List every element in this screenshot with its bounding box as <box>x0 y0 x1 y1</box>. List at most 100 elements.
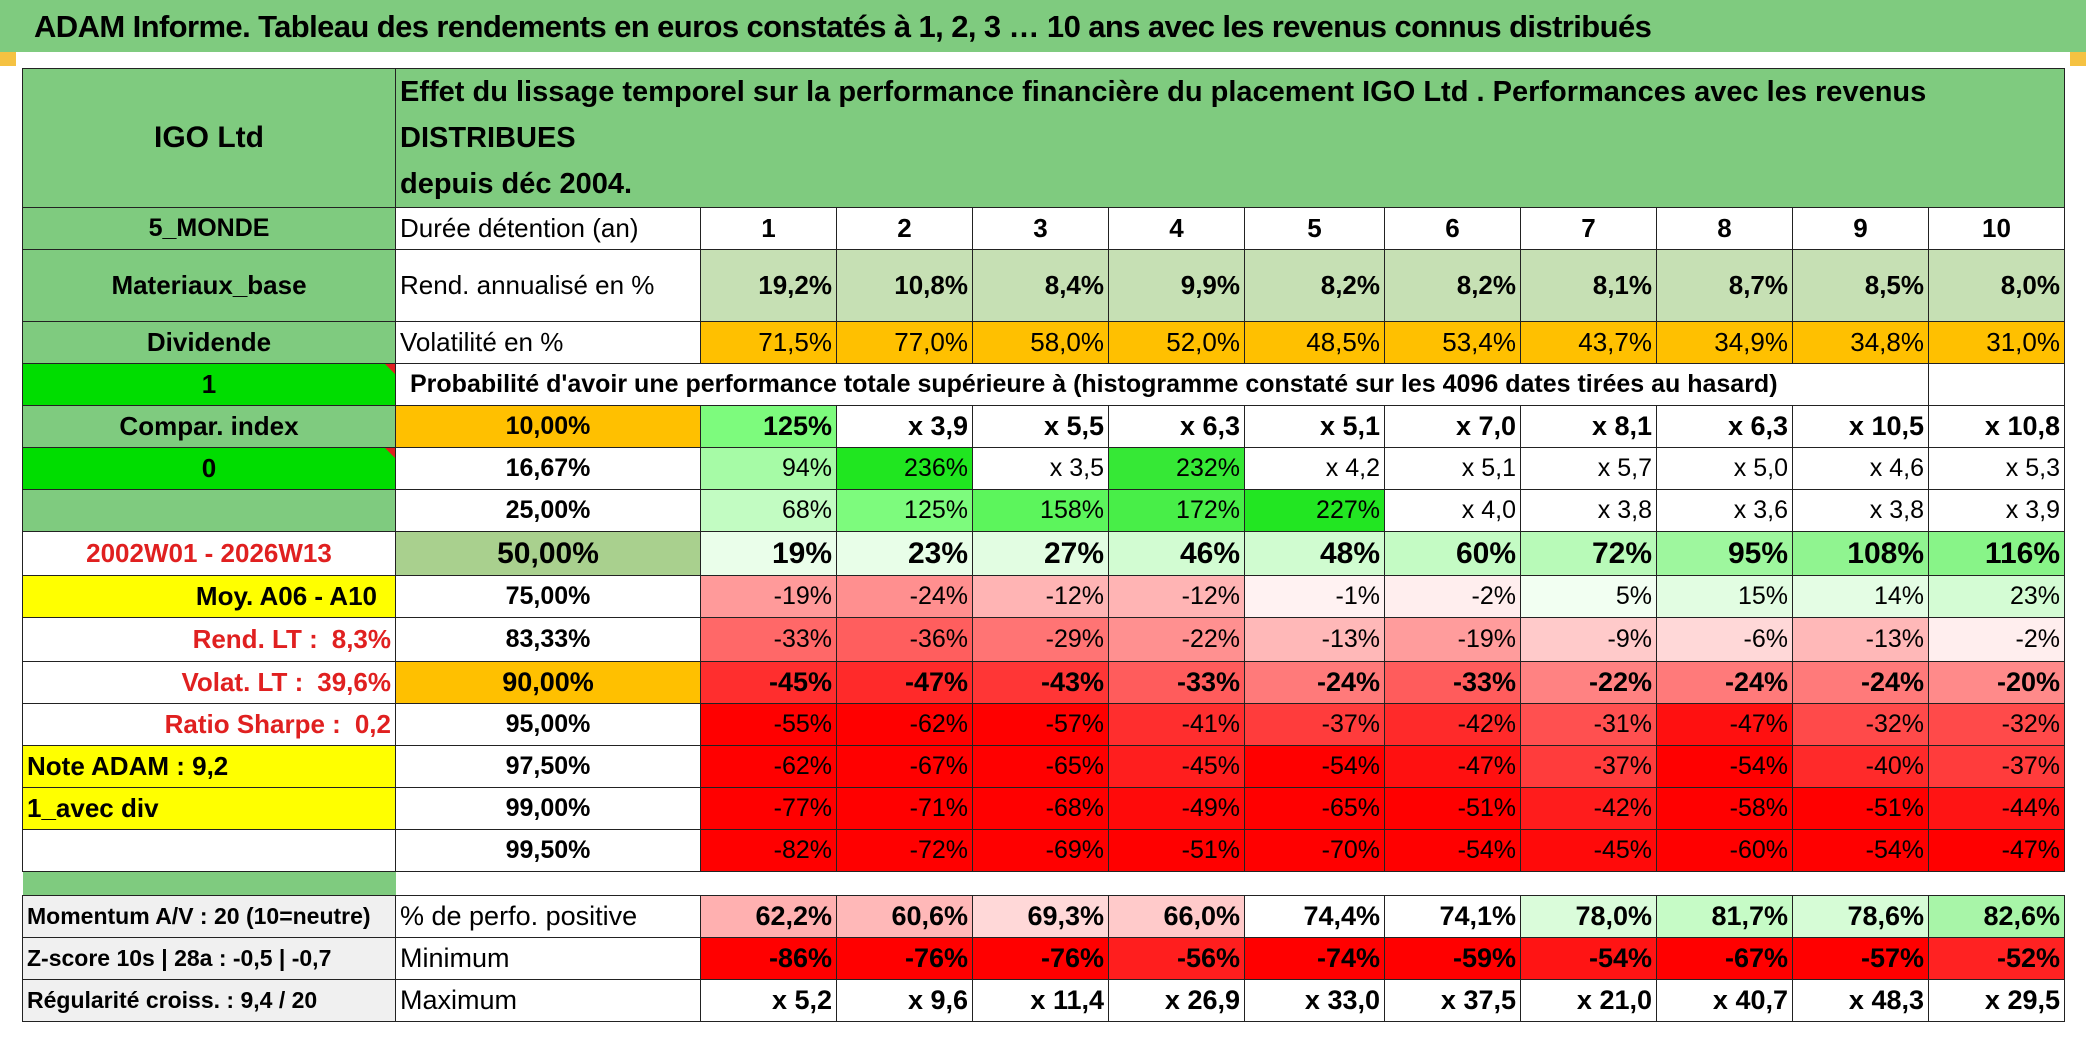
report-title: ADAM Informe. Tableau des rendements en … <box>0 0 2086 52</box>
avec-div-label: 1_avec div <box>22 787 396 830</box>
metric-value: 8,3% <box>331 624 391 654</box>
max-cell: x 11,4 <box>972 979 1109 1022</box>
percentile-cell: -45% <box>1520 829 1657 872</box>
percentile-cell: -54% <box>1656 745 1793 788</box>
percentile-cell: x 3,9 <box>836 405 973 448</box>
max-cell: x 37,5 <box>1384 979 1521 1022</box>
bottom-left-info: Régularité croiss. : 9,4 / 20 <box>22 979 396 1022</box>
percentile-cell: 46% <box>1108 531 1245 576</box>
pos-cell: 81,7% <box>1656 895 1793 938</box>
min-cell: -54% <box>1520 937 1657 980</box>
max-cell: x 26,9 <box>1108 979 1245 1022</box>
percentile-cell: -40% <box>1792 745 1929 788</box>
percentile-cell: -6% <box>1656 617 1793 662</box>
moy-label: Moy. A06 - A10 <box>22 575 396 618</box>
probability-caption: Probabilité d'avoir une performance tota… <box>395 363 1929 406</box>
compar-index-label: Compar. index <box>22 405 396 448</box>
rend-cell: 10,8% <box>836 249 973 322</box>
percentile-cell: 158% <box>972 489 1109 532</box>
percentile-cell: x 6,3 <box>1656 405 1793 448</box>
percentile-cell: 23% <box>1928 575 2065 618</box>
max-cell: x 9,6 <box>836 979 973 1022</box>
percentile-cell: -37% <box>1928 745 2065 788</box>
percentile-label: 75,00% <box>395 575 701 618</box>
bottom-row-label: Minimum <box>395 937 701 980</box>
percentile-cell: -47% <box>1384 745 1521 788</box>
header-desc-line2: depuis déc 2004. <box>400 168 633 200</box>
min-cell: -59% <box>1384 937 1521 980</box>
pos-cell: 62,2% <box>700 895 837 938</box>
corner-marker <box>0 52 16 66</box>
rend-cell: 8,2% <box>1384 249 1521 322</box>
metric-value: 39,6% <box>317 667 391 697</box>
percentile-cell: x 5,0 <box>1656 447 1793 490</box>
percentile-cell: -1% <box>1244 575 1385 618</box>
max-cell: x 29,5 <box>1928 979 2065 1022</box>
percentile-cell: -42% <box>1520 787 1657 830</box>
vol-cell: 77,0% <box>836 321 973 364</box>
percentile-cell: -22% <box>1108 617 1245 662</box>
rend-cell: 9,9% <box>1108 249 1245 322</box>
percentile-cell: x 5,1 <box>1244 405 1385 448</box>
pos-cell: 66,0% <box>1108 895 1245 938</box>
type-label: Dividende <box>22 321 396 364</box>
percentile-label: 16,67% <box>395 447 701 490</box>
spacer <box>837 872 973 896</box>
percentile-cell: -12% <box>1108 575 1245 618</box>
max-cell: x 40,7 <box>1656 979 1793 1022</box>
max-cell: x 5,2 <box>700 979 837 1022</box>
vol-label: Volatilité en % <box>395 321 701 364</box>
percentile-cell: -65% <box>1244 787 1385 830</box>
percentile-cell: -45% <box>700 661 837 704</box>
year-header: 10 <box>1928 207 2065 250</box>
percentile-cell: x 5,3 <box>1928 447 2065 490</box>
max-cell: x 21,0 <box>1520 979 1657 1022</box>
spacer <box>1793 872 1929 896</box>
percentile-cell: x 4,0 <box>1384 489 1521 532</box>
min-cell: -56% <box>1108 937 1245 980</box>
percentile-cell: -51% <box>1792 787 1929 830</box>
spacer <box>1385 872 1521 896</box>
percentile-cell: 94% <box>700 447 837 490</box>
percentile-cell: -54% <box>1792 829 1929 872</box>
flag-zero: 0 <box>22 447 396 490</box>
percentile-cell: -47% <box>1656 703 1793 746</box>
percentile-cell: -19% <box>700 575 837 618</box>
percentile-cell: -77% <box>700 787 837 830</box>
percentile-cell: -24% <box>1656 661 1793 704</box>
year-header: 7 <box>1520 207 1657 250</box>
percentile-cell: -69% <box>972 829 1109 872</box>
percentile-cell: x 10,5 <box>1792 405 1929 448</box>
min-cell: -86% <box>700 937 837 980</box>
percentile-cell: x 8,1 <box>1520 405 1657 448</box>
percentile-cell: 5% <box>1520 575 1657 618</box>
min-cell: -74% <box>1244 937 1385 980</box>
year-header: 8 <box>1656 207 1793 250</box>
bottom-row-label: % de perfo. positive <box>395 895 701 938</box>
rend-cell: 8,4% <box>972 249 1109 322</box>
year-header: 9 <box>1792 207 1929 250</box>
percentile-cell: -24% <box>836 575 973 618</box>
percentile-cell: -70% <box>1244 829 1385 872</box>
percentile-cell: -51% <box>1108 829 1245 872</box>
min-cell: -76% <box>836 937 973 980</box>
percentile-cell: -9% <box>1520 617 1657 662</box>
percentile-cell: -22% <box>1520 661 1657 704</box>
max-cell: x 48,3 <box>1792 979 1929 1022</box>
percentile-label: 10,00% <box>395 405 701 448</box>
pos-cell: 78,0% <box>1520 895 1657 938</box>
percentile-cell: -2% <box>1384 575 1521 618</box>
percentile-cell: -32% <box>1928 703 2065 746</box>
percentile-cell: 95% <box>1656 531 1793 576</box>
spacer-green <box>22 871 396 896</box>
metric-value: 0,2 <box>354 709 391 739</box>
percentile-cell: 72% <box>1520 531 1657 576</box>
percentile-cell: -41% <box>1108 703 1245 746</box>
percentile-cell: -29% <box>972 617 1109 662</box>
percentile-cell: x 4,6 <box>1792 447 1929 490</box>
vol-cell: 48,5% <box>1244 321 1385 364</box>
spacer <box>1929 872 2065 896</box>
note-adam-label: Note ADAM : 9,2 <box>22 745 396 788</box>
year-header: 4 <box>1108 207 1245 250</box>
metric-label: Ratio Sharpe : <box>164 709 341 739</box>
